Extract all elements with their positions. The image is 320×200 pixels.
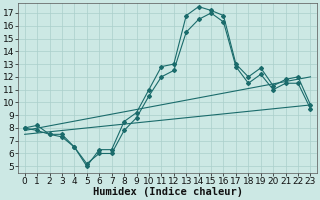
X-axis label: Humidex (Indice chaleur): Humidex (Indice chaleur) [92,187,243,197]
